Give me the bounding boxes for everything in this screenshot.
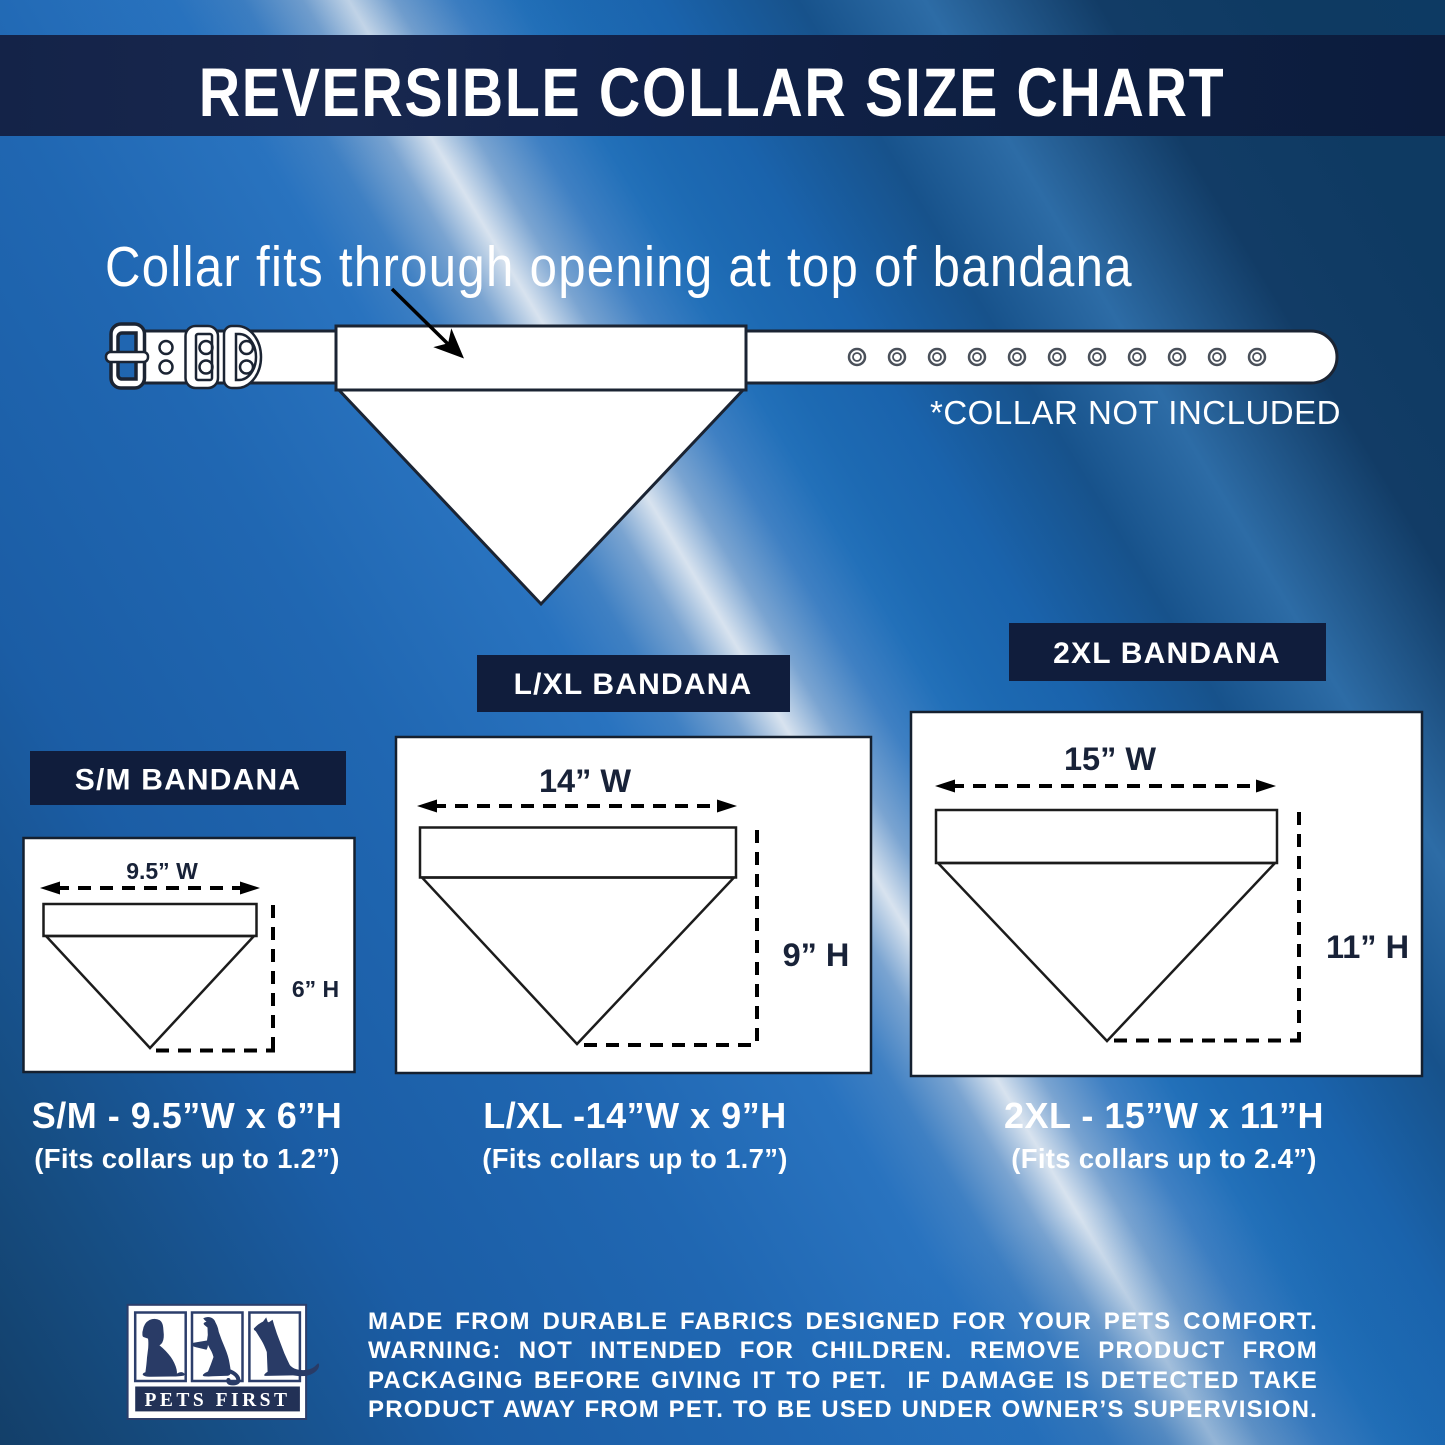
svg-text:6” H: 6” H <box>292 976 339 1002</box>
svg-text:2XL BANDANA: 2XL BANDANA <box>1053 637 1281 670</box>
svg-text:15” W: 15” W <box>1064 741 1156 777</box>
svg-text:9” H: 9” H <box>783 937 850 973</box>
svg-text:L/XL BANDANA: L/XL BANDANA <box>514 668 753 701</box>
svg-text:S/M BANDANA: S/M BANDANA <box>75 764 302 797</box>
svg-text:9.5” W: 9.5” W <box>126 858 198 884</box>
svg-text:PETS FIRST: PETS FIRST <box>144 1390 290 1411</box>
svg-text:14” W: 14” W <box>539 763 631 799</box>
svg-text:11” H: 11” H <box>1326 929 1409 965</box>
